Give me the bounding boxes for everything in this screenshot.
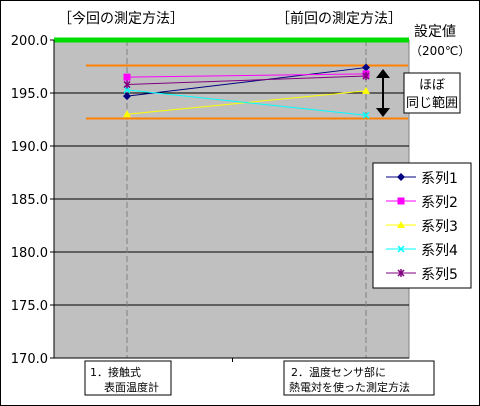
data-point-marker (397, 269, 405, 277)
y-tick-label: 175.0 (11, 299, 48, 314)
data-point-marker (362, 111, 370, 119)
legend-item: 系列3 (386, 219, 458, 235)
range-arrow (376, 69, 390, 117)
legend-items: 系列1 系列2 系列3 系列4 系列5 (386, 171, 458, 283)
y-tick-label: 170.0 (11, 352, 48, 367)
range-label-line1: ほぼ (419, 78, 445, 93)
legend-label: 系列2 (421, 195, 458, 211)
right-header: ［前回の測定方法］ (276, 10, 402, 27)
data-point-marker (397, 197, 405, 205)
data-point-marker (397, 221, 405, 228)
y-tick-labels: 170.0 175.0 180.0 185.0 190.0 195.0 200.0 (11, 34, 54, 367)
y-tick-label: 190.0 (11, 140, 48, 155)
series-line (126, 89, 367, 116)
category-box-1 (84, 360, 172, 396)
legend-label: 系列1 (421, 171, 458, 187)
category-box-2-line1: 2．温度センサ部に (291, 365, 386, 379)
gridlines (54, 92, 409, 306)
y-tick-label: 185.0 (11, 193, 48, 208)
y-tick-label: 180.0 (11, 246, 48, 261)
series-1 (123, 63, 370, 101)
series-line (126, 67, 367, 97)
series-4 (123, 86, 370, 119)
legend-label: 系列4 (421, 243, 458, 259)
data-point-marker (123, 86, 131, 94)
data-point-marker (123, 80, 131, 89)
category-box-1-line1: 1．接触式 (90, 365, 141, 379)
range-label-box (403, 72, 461, 114)
legend-item: 系列4 (386, 243, 458, 259)
legend-item: 系列2 (386, 195, 458, 211)
data-point-marker (362, 72, 370, 81)
series-5 (123, 72, 370, 89)
data-point-marker (397, 245, 405, 253)
legend-label: 系列5 (421, 267, 458, 283)
category-box-2-line2: 熱電対を使った測定方法 (289, 380, 410, 394)
data-point-marker (397, 173, 405, 181)
y-tick-label: 195.0 (11, 87, 48, 102)
legend-item: 系列1 (386, 171, 458, 187)
category-box-1-line2: 表面温度計 (104, 380, 159, 394)
category-dividers (126, 40, 367, 358)
data-point-marker (123, 73, 131, 81)
legend-item: 系列5 (386, 267, 458, 283)
y-tick-label: 200.0 (11, 34, 48, 49)
data-point-marker (362, 86, 370, 94)
setpoint-value-label: （200℃） (410, 44, 470, 58)
setpoint-label: 設定値 (414, 24, 456, 40)
range-label-line2: 同じ範囲 (406, 96, 458, 111)
category-box-2 (283, 360, 435, 396)
data-point-marker (123, 110, 131, 118)
legend-label: 系列3 (421, 219, 458, 235)
series-line (126, 75, 367, 86)
data-point-marker (362, 63, 370, 72)
series-group (123, 63, 370, 119)
series-line (126, 73, 367, 78)
data-point-marker (123, 92, 131, 101)
left-header: ［今回の測定方法］ (58, 11, 184, 27)
